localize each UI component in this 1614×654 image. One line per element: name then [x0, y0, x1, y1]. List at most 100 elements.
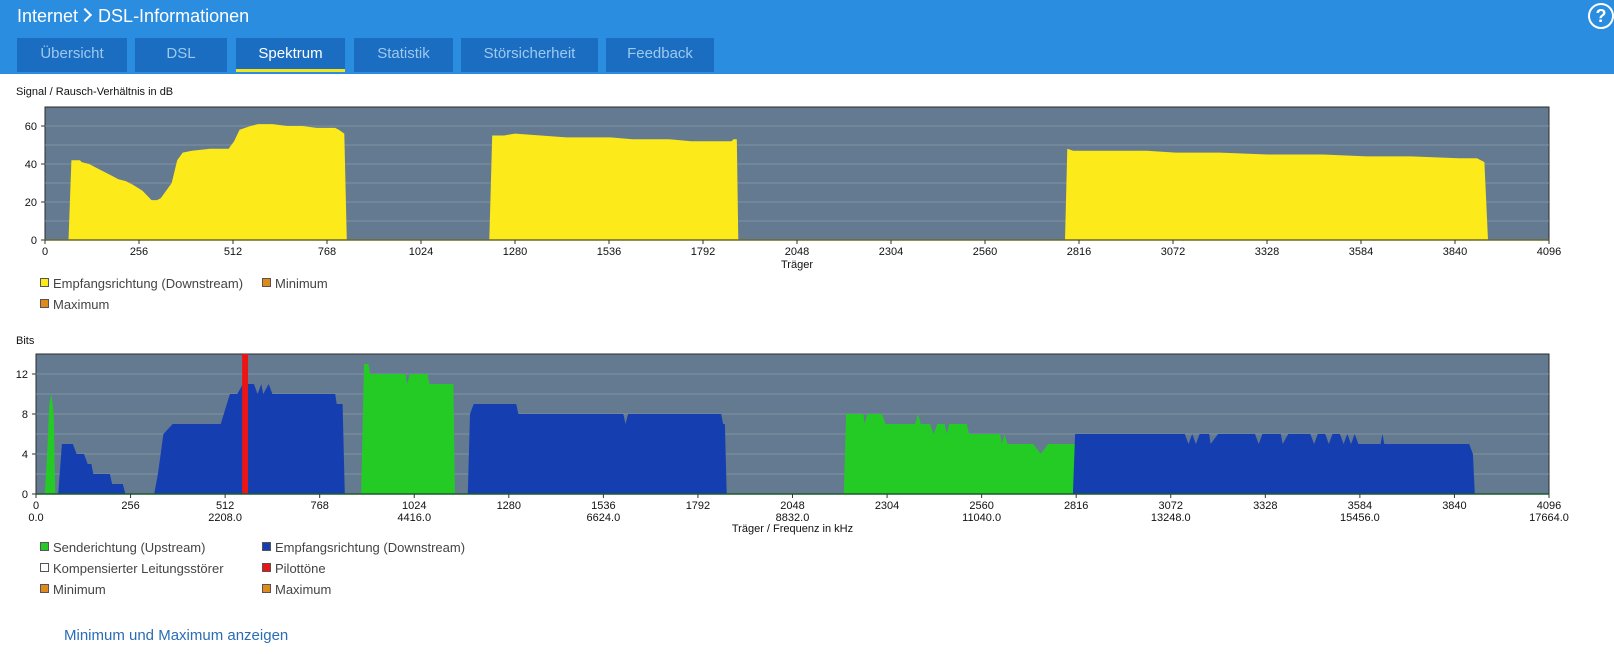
- series-area: [1065, 148, 1488, 240]
- x-tick-label: 4096: [1537, 500, 1561, 512]
- legend-bits-minimum: Minimum: [40, 582, 106, 597]
- tab-uebersicht[interactable]: Übersicht: [17, 38, 127, 72]
- legend-bits-upstream: Senderichtung (Upstream): [40, 540, 205, 555]
- series-area: [44, 394, 56, 494]
- x-tick-label: 512: [216, 500, 234, 512]
- legend-swatch: [262, 563, 271, 572]
- x-tick-label: 2304: [875, 500, 899, 512]
- show-min-max-link[interactable]: Minimum und Maximum anzeigen: [64, 627, 289, 644]
- y-tick-label: 0: [22, 489, 28, 501]
- y-tick-label: 0: [31, 235, 37, 247]
- legend-label: Empfangsrichtung (Downstream): [275, 540, 466, 555]
- legend-swatch: [262, 542, 271, 551]
- header-bar: Internet DSL-Informationen ? Übersicht DS…: [0, 0, 1614, 74]
- x-tick-label: 768: [311, 500, 329, 512]
- x-tick-label: 3328: [1255, 246, 1279, 258]
- bits-chart-title: Bits: [16, 335, 35, 347]
- x-tick-label-frequency: 0.0: [28, 512, 43, 524]
- legend-label: Empfangsrichtung (Downstream): [53, 276, 244, 291]
- bits-chart: 0 4 8 12 0 256 512 768 1024 1280 1536 1792 2048 2304 2…: [16, 353, 1569, 535]
- tab-stoersicherheit[interactable]: Störsicherheit: [461, 38, 598, 72]
- series-area: [58, 444, 126, 494]
- series-area: [1072, 434, 1475, 494]
- y-tick-label: 4: [22, 449, 28, 461]
- x-tick-label: 2048: [780, 500, 804, 512]
- x-tick-label-frequency: 4416.0: [397, 512, 431, 524]
- x-tick-label-frequency: 8832.0: [776, 512, 810, 524]
- snr-chart: 0 20 40 60 0 256 512 768 1024 1280 1536 1792 2048 230…: [25, 106, 1561, 271]
- legend-swatch: [40, 299, 49, 308]
- x-tick-label: 1792: [691, 246, 715, 258]
- x-tick-label: 3584: [1348, 500, 1372, 512]
- x-tick-label: 1280: [503, 246, 527, 258]
- x-tick-label: 3584: [1349, 246, 1373, 258]
- legend-label: Maximum: [53, 297, 110, 312]
- y-tick-label: 20: [25, 197, 37, 209]
- x-tick-label: 0: [33, 500, 39, 512]
- x-tick-label-frequency: 2208.0: [208, 512, 242, 524]
- x-tick-label-frequency: 15456.0: [1340, 512, 1380, 524]
- legend-swatch: [40, 278, 49, 287]
- tab-statistik[interactable]: Statistik: [354, 38, 453, 72]
- x-tick-label: 0: [42, 246, 48, 258]
- x-tick-label: 2816: [1067, 246, 1091, 258]
- series-area: [68, 124, 347, 240]
- x-tick-label: 3328: [1253, 500, 1277, 512]
- legend-label: Senderichtung (Upstream): [53, 540, 206, 555]
- series-area: [843, 414, 1091, 494]
- x-tick-label: 1280: [497, 500, 521, 512]
- legend-snr-maximum: Maximum: [40, 297, 109, 312]
- x-tick-label: 2304: [879, 246, 903, 258]
- x-tick-label: 1536: [591, 500, 615, 512]
- legend-label: Kompensierter Leitungsstörer: [53, 561, 224, 576]
- x-tick-label-frequency: 6624.0: [587, 512, 621, 524]
- y-tick-label: 40: [25, 159, 37, 171]
- series-area: [489, 133, 739, 240]
- page-title: DSL-Informationen: [98, 6, 250, 26]
- x-tick-label: 1536: [597, 246, 621, 258]
- x-tick-label: 1024: [402, 500, 426, 512]
- y-tick-label: 8: [22, 409, 28, 421]
- breadcrumb-internet[interactable]: Internet: [17, 6, 79, 26]
- x-tick-label-frequency: 17664.0: [1529, 512, 1569, 524]
- x-axis-label: Träger: [781, 259, 813, 271]
- x-tick-label: 1024: [409, 246, 433, 258]
- tab-spektrum[interactable]: Spektrum: [236, 38, 345, 72]
- x-tick-label: 2048: [785, 246, 809, 258]
- x-tick-label: 256: [121, 500, 139, 512]
- x-tick-label: 3840: [1443, 246, 1467, 258]
- legend-label: Minimum: [275, 276, 328, 291]
- x-tick-label: 768: [318, 246, 336, 258]
- x-tick-label: 2560: [969, 500, 993, 512]
- x-tick-label: 512: [224, 246, 242, 258]
- x-tick-label-frequency: 11040.0: [962, 512, 1001, 524]
- series-area: [361, 364, 455, 494]
- x-tick-label: 2560: [973, 246, 997, 258]
- legend-label: Minimum: [53, 582, 106, 597]
- legend-snr-minimum: Minimum: [262, 276, 328, 291]
- series-area: [467, 404, 727, 494]
- legend-label: Maximum: [275, 582, 332, 597]
- legend-swatch: [262, 278, 271, 287]
- series-area: [154, 384, 345, 494]
- legend-bits-compensated: Kompensierter Leitungsstörer: [40, 561, 224, 576]
- legend-swatch: [40, 563, 49, 572]
- legend-label: Pilottöne: [275, 561, 326, 576]
- legend-bits-maximum: Maximum: [262, 582, 331, 597]
- x-tick-label: 3072: [1159, 500, 1183, 512]
- help-icon[interactable]: ?: [1588, 3, 1614, 29]
- pilot-tone-bar: [242, 354, 249, 494]
- tab-feedback[interactable]: Feedback: [606, 38, 714, 72]
- x-tick-label: 1792: [686, 500, 710, 512]
- x-tick-label-frequency: 13248.0: [1151, 512, 1191, 524]
- x-tick-label: 256: [130, 246, 148, 258]
- chevron-right-icon: [77, 7, 93, 23]
- legend-bits-downstream: Empfangsrichtung (Downstream): [262, 540, 465, 555]
- legend-swatch: [40, 542, 49, 551]
- snr-chart-title: Signal / Rausch-Verhältnis in dB: [16, 86, 174, 98]
- legend-swatch: [262, 584, 271, 593]
- x-tick-label: 3072: [1161, 246, 1185, 258]
- breadcrumb: Internet DSL-Informationen: [17, 5, 249, 27]
- tab-dsl[interactable]: DSL: [135, 38, 227, 72]
- legend-snr-downstream: Empfangsrichtung (Downstream): [40, 276, 243, 291]
